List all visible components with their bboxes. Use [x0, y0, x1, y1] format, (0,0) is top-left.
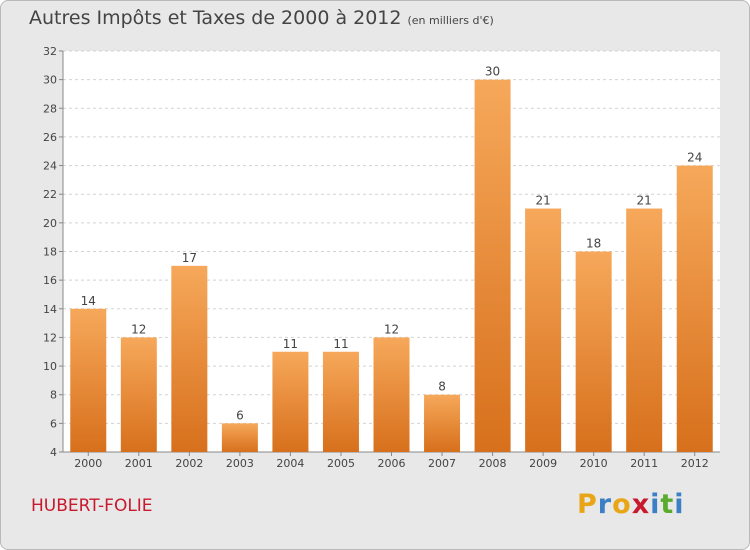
x-tick-label: 2007 — [428, 457, 456, 470]
unit-label: (en milliers d'€) — [407, 14, 494, 27]
bar — [171, 265, 208, 452]
x-tick-label: 2002 — [175, 457, 203, 470]
x-tick-label: 2003 — [226, 457, 254, 470]
x-tick-label: 2000 — [74, 457, 102, 470]
y-tick-label: 26 — [43, 131, 57, 144]
data-label: 11 — [283, 337, 298, 351]
x-tick-label: 2012 — [681, 457, 709, 470]
logo-letter: i — [674, 489, 685, 520]
bar — [474, 79, 511, 453]
data-label: 21 — [637, 194, 652, 208]
bar — [272, 351, 309, 452]
y-tick-label: 30 — [43, 74, 57, 87]
bar — [373, 337, 410, 452]
y-tick-label: 12 — [43, 331, 57, 344]
commune-name: HUBERT-FOLIE — [31, 496, 153, 516]
x-tick-label: 2005 — [327, 457, 355, 470]
logo-letter: o — [612, 489, 632, 520]
bar — [120, 337, 157, 452]
x-tick-label: 2011 — [630, 457, 658, 470]
x-tick-label: 2008 — [479, 457, 507, 470]
y-tick-label: 14 — [43, 303, 57, 316]
logo-letter: i — [650, 489, 661, 520]
y-tick-label: 28 — [43, 102, 57, 115]
logo-letter: x — [631, 489, 651, 520]
y-tick-label: 32 — [43, 45, 57, 58]
logo-letter: r — [597, 489, 613, 520]
bar — [525, 208, 562, 452]
data-label: 6 — [236, 408, 244, 422]
x-tick-label: 2010 — [580, 457, 608, 470]
bar — [626, 208, 663, 452]
data-label: 17 — [182, 251, 197, 265]
data-label: 24 — [687, 151, 702, 165]
bar — [424, 394, 461, 452]
data-label: 14 — [81, 294, 96, 308]
chart-title: Autres Impôts et Taxes de 2000 à 2012 (en… — [29, 7, 494, 29]
proxiti-logo: Proxiti — [577, 489, 685, 520]
data-label: 21 — [535, 194, 550, 208]
bar — [221, 423, 258, 452]
y-tick-label: 22 — [43, 188, 57, 201]
y-tick-label: 20 — [43, 217, 57, 230]
bar — [70, 308, 107, 452]
data-label: 12 — [384, 322, 399, 336]
y-tick-label: 10 — [43, 360, 57, 373]
y-tick-label: 24 — [43, 160, 57, 173]
y-tick-label: 8 — [50, 389, 57, 402]
y-tick-label: 16 — [43, 274, 57, 287]
logo-letter: P — [577, 489, 598, 520]
bar — [676, 165, 713, 453]
data-label: 30 — [485, 65, 500, 79]
data-label: 11 — [333, 337, 348, 351]
y-tick-label: 18 — [43, 246, 57, 259]
bar — [322, 351, 359, 452]
bar — [575, 251, 612, 452]
x-tick-label: 2009 — [529, 457, 557, 470]
data-label: 12 — [131, 322, 146, 336]
y-tick-label: 6 — [50, 417, 57, 430]
data-label: 8 — [438, 380, 446, 394]
x-tick-label: 2001 — [125, 457, 153, 470]
logo-letter: t — [660, 489, 675, 520]
x-tick-label: 2004 — [276, 457, 304, 470]
x-tick-label: 2006 — [378, 457, 406, 470]
y-tick-label: 4 — [50, 446, 57, 459]
data-label: 18 — [586, 237, 601, 251]
